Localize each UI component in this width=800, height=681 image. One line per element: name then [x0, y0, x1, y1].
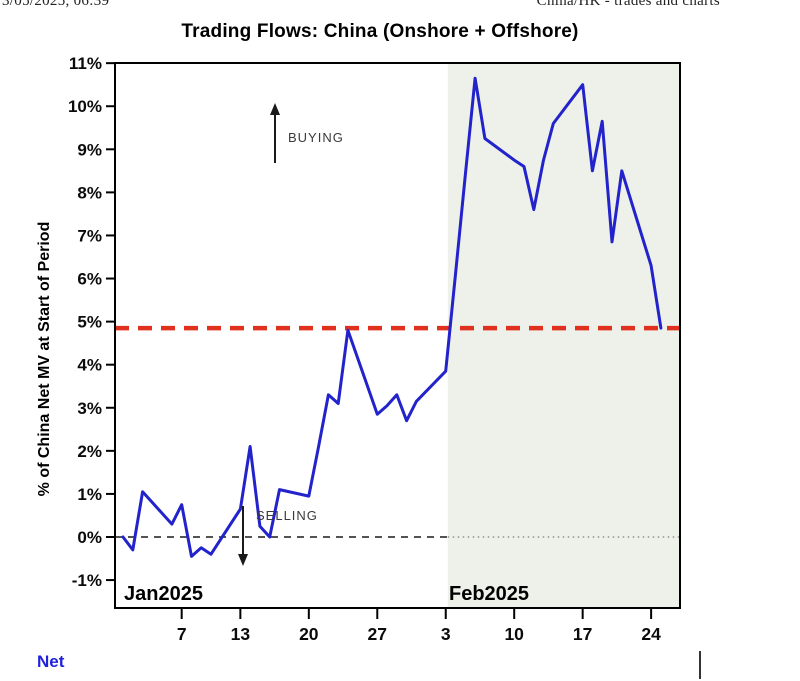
print-document-title: China/HK - trades and charts: [536, 0, 720, 9]
net-series-legend: Net: [37, 652, 65, 671]
x-tick-label: 27: [368, 624, 387, 644]
chart-title: Trading Flows: China (Onshore + Offshore…: [181, 21, 579, 42]
print-timestamp: 3/05/2025, 06:39: [2, 0, 110, 9]
y-tick-label: 2%: [77, 442, 102, 461]
month-label-jan2025: Jan2025: [124, 583, 203, 605]
y-tick-label: 9%: [77, 140, 102, 159]
x-tick-label: 17: [573, 624, 592, 644]
x-tick-label: 24: [641, 624, 661, 644]
selling-arrowhead-icon: [238, 554, 248, 566]
y-tick-label: 1%: [77, 485, 102, 504]
y-tick-label: 0%: [77, 528, 102, 547]
buying-arrowhead-icon: [270, 103, 280, 115]
text-cursor-bar: [699, 651, 701, 679]
selling-annotation: SELLING: [256, 508, 318, 523]
y-tick-label: 11%: [69, 54, 102, 73]
x-tick-label: 13: [231, 624, 251, 644]
y-tick-label: 3%: [77, 399, 102, 418]
plot-border: [114, 62, 681, 609]
y-tick-label: -1%: [72, 571, 102, 590]
x-tick-label: 7: [177, 624, 187, 644]
y-tick-label: 5%: [77, 313, 102, 332]
x-tick-label: 10: [504, 624, 524, 644]
y-tick-label: 6%: [77, 270, 102, 289]
y-tick-label: 8%: [77, 183, 102, 202]
month-label-feb2025: Feb2025: [449, 583, 530, 605]
feb-highlight-region: [447, 63, 680, 608]
net-flow-line: [121, 76, 663, 558]
buying-annotation: BUYING: [288, 130, 344, 145]
x-tick-label: 3: [441, 624, 451, 644]
y-tick-label: 10%: [68, 97, 102, 116]
x-tick-label: 20: [299, 624, 319, 644]
y-tick-label: 7%: [77, 226, 102, 245]
y-tick-label: 4%: [77, 356, 102, 375]
